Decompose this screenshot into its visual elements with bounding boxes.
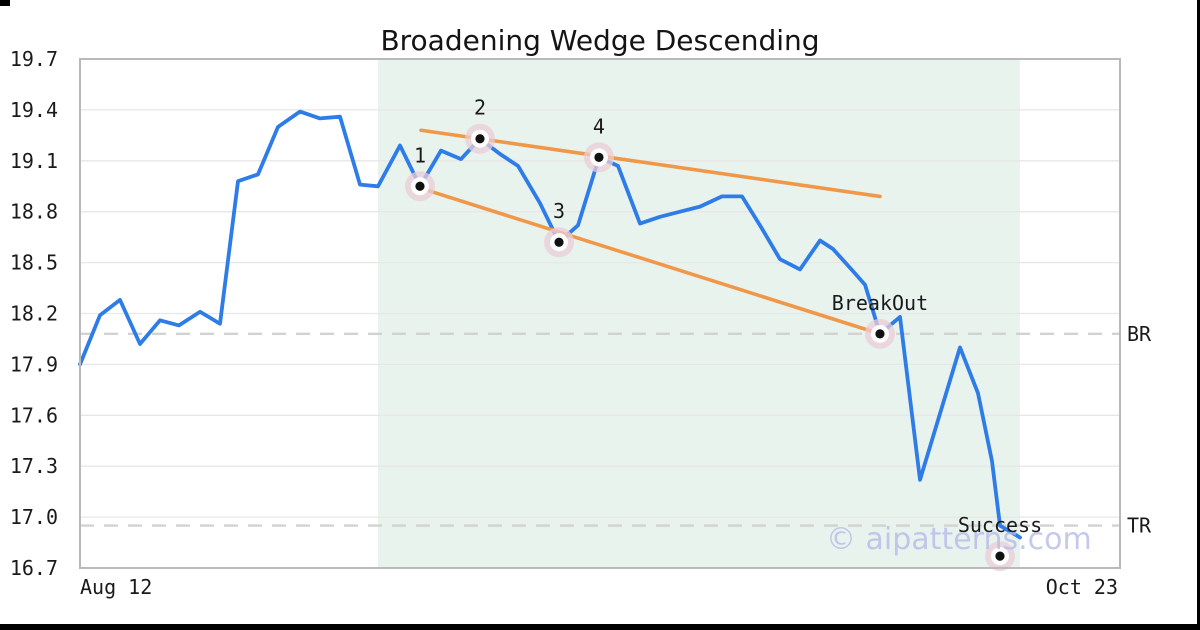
level-label-br: BR (1127, 322, 1152, 346)
y-tick-label: 17.9 (10, 352, 58, 376)
screenshot-border-right (1197, 0, 1200, 630)
plot-border (79, 58, 1121, 569)
y-tick-label: 18.5 (10, 251, 58, 275)
marker-dot (554, 237, 564, 247)
level-label-tr: TR (1127, 514, 1152, 538)
marker-dot (594, 152, 604, 163)
annotation-label-2: 2 (474, 96, 486, 120)
trendline-lower (418, 186, 882, 336)
marker-dot (995, 551, 1005, 561)
annotation-label-breakout: BreakOut (832, 291, 928, 315)
y-tick-label: 17.6 (10, 403, 58, 427)
screenshot-border-bottom (0, 624, 1200, 630)
trendline-upper (419, 128, 882, 199)
y-tick-label: 18.2 (10, 302, 58, 326)
marker-dot (875, 329, 885, 339)
y-tick-label: 19.1 (10, 149, 58, 173)
chart-title: Broadening Wedge Descending (380, 24, 820, 57)
y-tick-label: 19.7 (10, 47, 58, 71)
annotation-label-success: Success (958, 513, 1042, 537)
annotation-label-4: 4 (593, 114, 605, 138)
annotation-label-3: 3 (553, 199, 565, 223)
screenshot-border-corner (0, 0, 10, 6)
x-axis-label-start: Aug 12 (80, 575, 152, 599)
y-tick-label: 17.0 (10, 505, 58, 529)
marker-dot (475, 134, 485, 144)
marker-dot (415, 181, 425, 191)
annotation-label-1: 1 (414, 143, 426, 167)
watermark: © aipatterns.com (826, 522, 1092, 557)
x-axis-label-end: Oct 23 (1046, 575, 1118, 599)
y-tick-label: 17.3 (10, 454, 58, 478)
y-tick-label: 16.7 (10, 556, 58, 580)
y-tick-label: 18.8 (10, 200, 58, 224)
y-tick-label: 19.4 (10, 98, 58, 122)
